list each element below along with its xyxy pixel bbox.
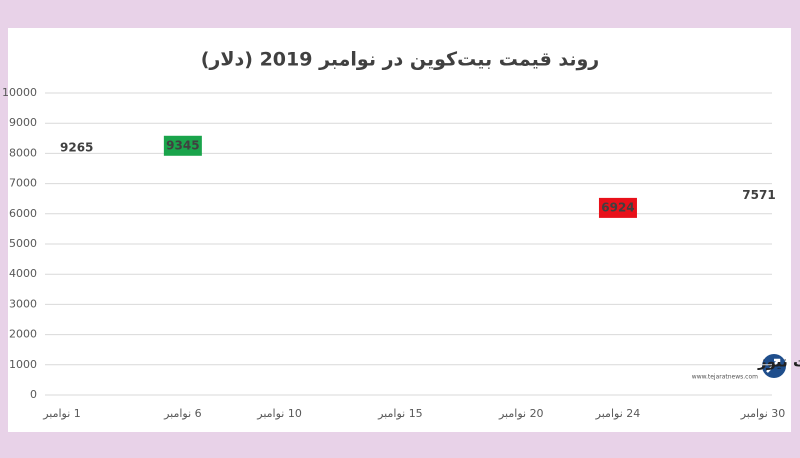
y-tick-label: 7000 xyxy=(9,177,37,190)
y-tick-label: 8000 xyxy=(9,146,37,159)
y-tick-label: 10000 xyxy=(2,86,37,99)
y-tick-label: 3000 xyxy=(9,297,37,310)
data-label-box xyxy=(598,197,637,218)
x-tick-label: 15 نوامبر xyxy=(377,407,423,420)
x-tick-label: 10 نوامبر xyxy=(256,407,302,420)
x-tick-label: 1 نوامبر xyxy=(42,407,81,420)
logo-arrow xyxy=(766,358,781,373)
x-tick-label: 30 نوامبر xyxy=(740,407,786,420)
x-tick-label: 6 نوامبر xyxy=(163,407,202,420)
data-label: 9345 xyxy=(166,138,199,152)
y-tick-label: 5000 xyxy=(9,237,37,250)
y-tick-label: 0 xyxy=(30,388,37,401)
x-tick-label: 20 نوامبر xyxy=(498,407,544,420)
y-tick-label: 6000 xyxy=(9,207,37,220)
data-label: 7571 xyxy=(742,188,775,202)
y-tick-label: 4000 xyxy=(9,267,37,280)
logo-url: www.tejaratnews.com xyxy=(692,374,758,381)
y-tick-label: 2000 xyxy=(9,328,37,341)
chart-title: روند قیمت بیت‌کوین در نوامبر 2019 (دلار) xyxy=(201,49,599,71)
data-label-box xyxy=(163,135,202,156)
x-tick-label: 24 نوامبر xyxy=(595,407,641,420)
y-tick-label: 1000 xyxy=(9,358,37,371)
y-tick-label: 9000 xyxy=(9,116,37,129)
plot-panel xyxy=(8,28,791,432)
data-label: 9265 xyxy=(60,141,93,155)
logo-name: تجارت نیوز xyxy=(757,353,800,371)
data-label: 6924 xyxy=(601,200,634,214)
logo: تجارت نیوز www.tejaratnews.com xyxy=(692,353,800,381)
